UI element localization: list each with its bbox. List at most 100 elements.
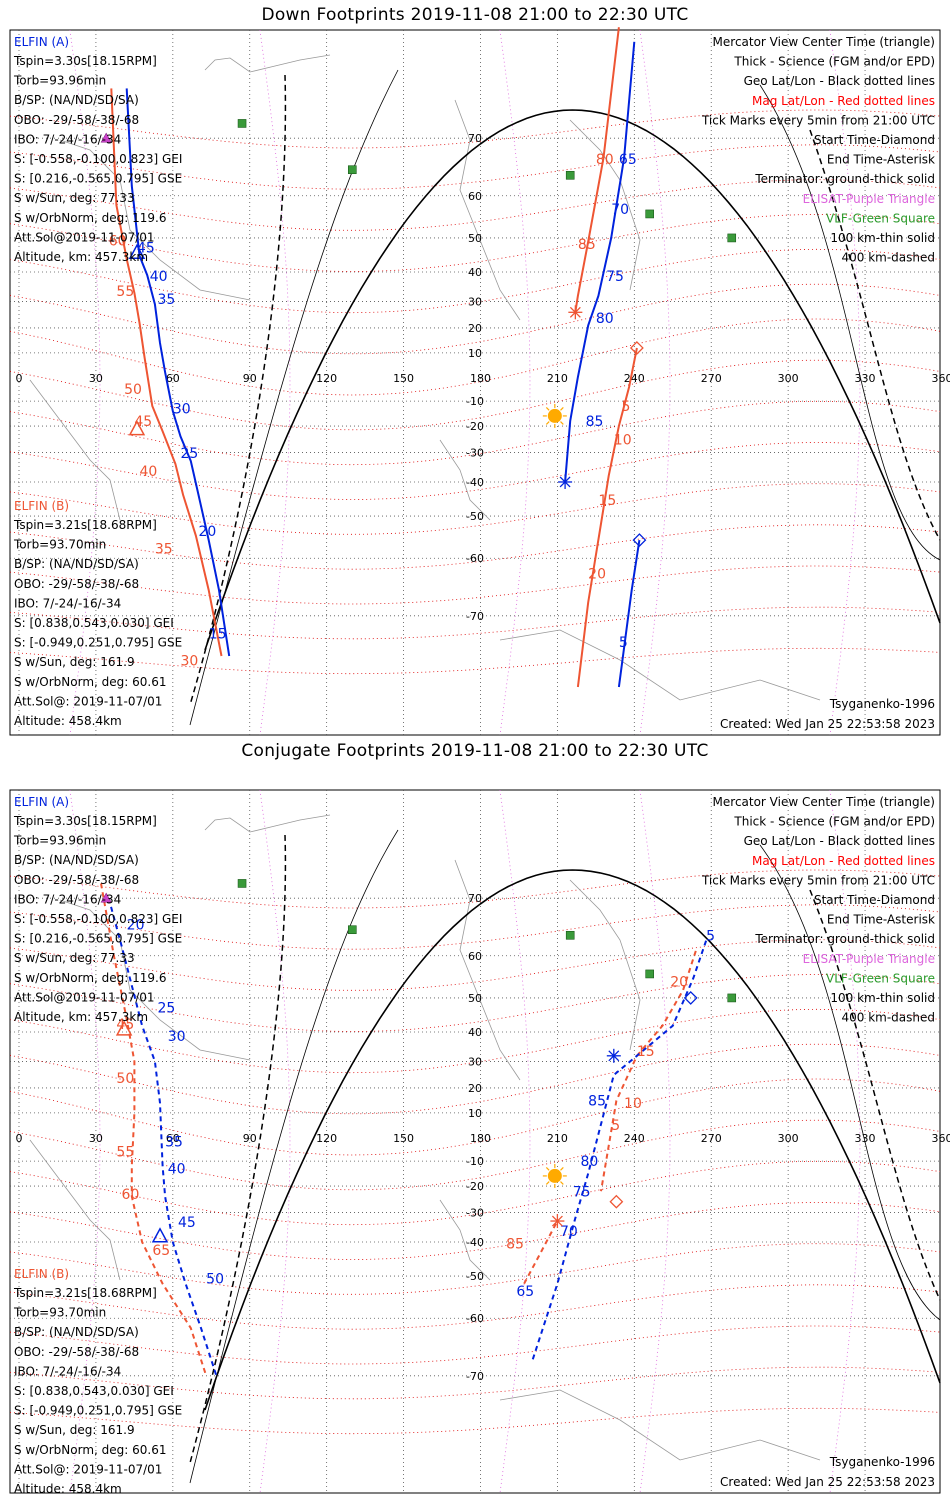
elfin-a-time-label: 75 [573,1184,591,1200]
mag-latitude-line [9,144,941,190]
coastline [59,899,251,1061]
elfin-a-info-line: OBO: -29/-58/-38/-68 [14,113,139,127]
elfin-b-time-label: 5 [621,399,630,415]
elfin-a-info-line: Torb=93.96min [13,834,106,848]
y-tick-label: -70 [466,1370,484,1383]
mag-latitude-line [9,483,941,535]
x-tick-label: 330 [855,372,876,385]
conjugate-footprints-map: 0 30 60 90 120 150 180 210 240 270 300 330 360 70 60 50… [9,789,950,1496]
x-tick-label: 270 [701,372,722,385]
y-tick-label: 60 [468,950,482,963]
elfin-b-header: ELFIN (B) [14,1267,69,1281]
elfin-b-time-label: 10 [614,432,632,448]
vlf-station-square [727,993,737,1003]
elfin-a-time-label: 45 [178,1215,196,1231]
x-tick-label: 90 [243,1132,257,1145]
mag-latitude-line [9,1325,941,1365]
terminator-ground [204,869,941,1411]
model-label: Tsyganenko-1996 [829,1455,935,1469]
legend-line: 100 km-thin solid [830,231,935,245]
y-tick-label: -10 [466,1155,484,1168]
elfin-b-header: ELFIN (B) [14,499,69,513]
vlf-station-square [565,170,575,180]
elfin-a-info-line: Att.Sol@2019-11-07/01 [14,230,155,244]
mag-latitude-line [9,524,941,570]
y-tick-label: 70 [468,132,482,145]
elfin-b-track-pacific [600,950,697,1192]
elfin-a-info-line: S w/Sun, deg: 77.33 [14,951,135,965]
vlf-station-square [645,969,654,979]
legend-line: Mag Lat/Lon - Red dotted lines [752,94,935,108]
legend-line: Terminator: ground-thick solid [754,172,935,186]
down-title: Down Footprints 2019-11-08 21:00 to 22:3… [261,5,689,25]
elfin-a-info-line: OBO: -29/-58/-38/-68 [14,873,139,887]
x-tick-label: 330 [855,1132,876,1145]
y-tick-label: 20 [468,1082,482,1095]
elfin-b-time-label: 65 [152,1243,170,1259]
sun-ray [545,1181,550,1185]
terminator-100km [189,829,399,1484]
coastline [569,879,641,1051]
elfin-a-info-line: Torb=93.96min [13,74,106,88]
elfin-b-time-label: 40 [139,464,157,480]
sun-ray [560,1167,564,1171]
elfin-a-time-label: 65 [619,152,637,168]
y-tick-label: 20 [468,322,482,335]
elfin-b-time-label: 30 [181,654,199,670]
y-tick-label: 60 [468,190,482,203]
y-tick-label: 40 [468,1026,482,1039]
legend-line: ELISAT-Purple Triangle [803,952,935,966]
y-tick-label: -30 [466,1207,484,1220]
elfin-a-time-label: 5 [706,929,715,945]
elfin-b-time-label: 60 [122,1187,140,1203]
coastline [204,54,331,73]
y-tick-label: -20 [466,1180,484,1193]
y-tick-label: -40 [466,1236,484,1249]
elfin-a-time-label: 65 [516,1284,534,1300]
legend-line: Mag Lat/Lon - Red dotted lines [752,854,935,868]
elfin-a-info-line: S: [0.216,-0.565,0.795] GSE [14,172,182,186]
coastline [454,99,521,321]
elfin-b-info-line: Tspin=3.21s[18.68RPM] [13,1286,157,1300]
legend-line: Mercator View Center Time (triangle) [713,795,935,809]
elfin-b-info-line: Altitude: 458.4km [14,714,122,728]
elfin-a-track-pacific [564,41,636,483]
elfin-b-time-label: 50 [116,1071,134,1087]
legend-line: ELISAT-Purple Triangle [803,192,935,206]
mag-latitude-line [9,1008,941,1074]
elfin-b-track [110,88,223,657]
x-tick-label: 120 [316,372,337,385]
y-tick-label: 50 [468,992,482,1005]
elfin-b-time-label: 55 [116,284,134,300]
mag-latitude-line [9,647,941,675]
elfin-a-time-label: 80 [596,311,614,327]
elfin-b-info-line: S: [-0.949,0.251,0.795] GSE [14,1404,182,1418]
elfin-b-track-south [523,1220,559,1285]
elfin-a-info-line: S w/OrbNorm, deg: 119.6 [14,211,166,225]
elfin-a-time-label: 5 [619,635,628,651]
x-tick-label: 240 [624,372,645,385]
legend-line: End Time-Asterisk [827,153,935,167]
elfin-a-info-line: Altitude, km: 457.3km [14,1010,148,1024]
sun-marker [547,408,562,423]
x-tick-label: 210 [547,1132,568,1145]
y-tick-label: -30 [466,447,484,460]
elfin-b-info-line: Torb=93.70min [13,538,106,552]
start-diamond [629,341,644,355]
mag-latitude-line [9,1284,941,1330]
y-tick-label: -50 [466,510,484,523]
x-tick-label: 300 [778,1132,799,1145]
y-tick-label: 10 [468,1107,482,1120]
mag-latitude-line [9,318,941,396]
sun-ray [545,421,550,425]
elfin-b-time-label: 15 [637,1044,655,1060]
created-label: Created: Wed Jan 25 22:53:58 2023 [720,1475,935,1489]
legend-line: 400 km-dashed [841,251,935,265]
view-center-triangle [151,1227,169,1243]
elfin-a-time-label: 35 [157,292,175,308]
coastline [29,1139,121,1281]
mag-latitude-line [9,1243,941,1295]
y-tick-label: 30 [468,295,482,308]
mag-latitude-line [9,869,941,909]
elfin-b-time-label: 85 [578,237,596,253]
